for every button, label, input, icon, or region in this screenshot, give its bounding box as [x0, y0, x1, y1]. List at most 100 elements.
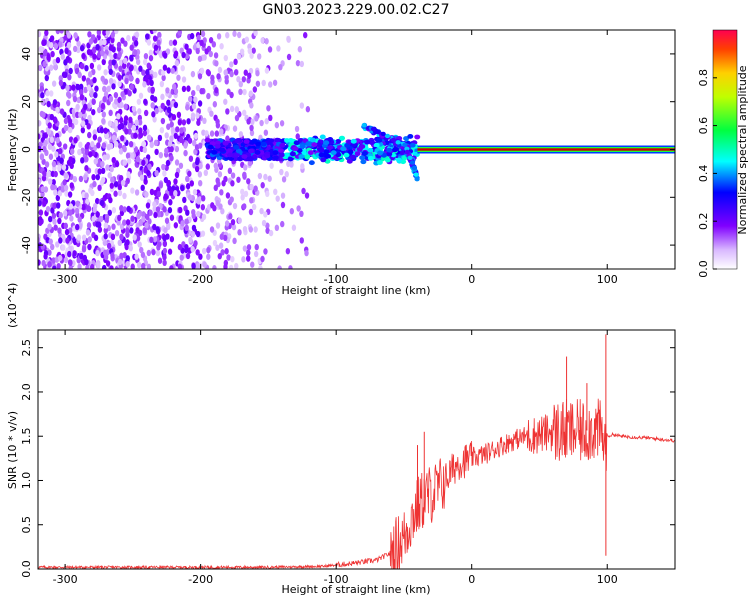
spectrogram-noise-cell	[134, 119, 139, 126]
spectrogram-noise-cell	[91, 215, 96, 223]
spectrogram-noise-cell	[162, 170, 167, 177]
spectrogram-noise-cell	[68, 67, 73, 75]
spectrogram-band-cell	[289, 151, 296, 157]
spectrogram-band-cell	[347, 149, 354, 155]
spectrogram-noise-cell	[269, 162, 274, 169]
spectrogram-band-cell	[343, 152, 350, 158]
spectrogram-noise-cell	[68, 265, 73, 269]
spectrogram-noise-cell	[279, 168, 284, 176]
spectrogram-noise-cell	[145, 68, 150, 76]
spectrogram-noise-cell	[117, 142, 123, 149]
spectrogram-noise-cell	[122, 252, 127, 259]
spectrogram-noise-cell	[156, 39, 161, 47]
spectrogram-noise-cell	[234, 262, 239, 269]
spectrogram-branch-cell	[413, 172, 419, 177]
spectrogram-noise-cell	[240, 194, 245, 201]
spectrogram-band-cell	[283, 152, 290, 158]
spectrogram-band-cell	[207, 144, 214, 150]
spectrogram-noise-cell	[65, 84, 70, 92]
spectrogram-noise-cell	[154, 107, 159, 115]
spectrogram-noise-cell	[194, 165, 200, 173]
spectrogram-noise-cell	[265, 190, 270, 198]
spectrogram-noise-cell	[242, 225, 248, 233]
spectrogram-band-cell	[299, 143, 306, 149]
spectrogram-noise-cell	[76, 40, 81, 47]
spectrogram-noise-cell	[237, 229, 242, 236]
spectrogram-noise-cell	[45, 90, 50, 97]
spectrogram-noise-cell	[95, 211, 100, 218]
spectrogram-noise-cell	[121, 62, 127, 70]
colorbar-tick-label: 0.6	[697, 117, 710, 135]
snr-plot-area	[38, 330, 675, 569]
spectrogram-noise-cell	[38, 45, 43, 53]
spectrogram-noise-cell	[109, 265, 114, 269]
spectrogram-branch-cell	[404, 146, 410, 151]
spectrogram-noise-cell	[232, 202, 238, 210]
spectrogram-noise-cell	[75, 83, 80, 91]
spectrogram-noise-cell	[95, 249, 100, 257]
spectrogram-noise-cell	[246, 244, 252, 251]
spectrogram-noise-cell	[173, 222, 179, 229]
spectrogram-noise-cell	[85, 198, 90, 205]
spectrogram-noise-cell	[102, 96, 107, 103]
spectrogram-noise-cell	[232, 237, 237, 245]
spectrogram-noise-cell	[234, 106, 240, 114]
spectrogram-noise-cell	[162, 240, 168, 248]
spectrogram-band-cell	[292, 146, 299, 152]
spectrogram-noise-cell	[181, 76, 187, 83]
spectrogram-noise-cell	[46, 54, 51, 61]
spectrogram-noise-cell	[47, 178, 53, 185]
spectrogram-noise-cell	[65, 237, 70, 244]
spectrogram-noise-cell	[153, 71, 158, 79]
spectrogram-noise-cell	[180, 64, 185, 72]
spectrogram-noise-cell	[51, 80, 57, 87]
spectrogram-band-cell	[414, 134, 421, 140]
spectrogram-noise-cell	[52, 99, 58, 106]
spectrogram-noise-cell	[53, 117, 58, 124]
spectrogram-noise-cell	[51, 160, 57, 168]
spectrogram-band-cell	[373, 142, 380, 148]
spectrogram-noise-cell	[127, 128, 132, 135]
spectrogram-noise-cell	[206, 253, 211, 260]
spectrogram-band-cell	[346, 158, 353, 164]
spectrogram-noise-cell	[124, 77, 129, 85]
spectrogram-noise-cell	[84, 64, 89, 72]
spectrogram-noise-cell	[280, 201, 286, 209]
spectrogram-noise-cell	[148, 54, 154, 62]
spectrogram-noise-cell	[123, 115, 129, 122]
spectrogram-noise-cell	[139, 246, 144, 254]
spectrogram-noise-cell	[110, 176, 115, 184]
spectrogram-noise-cell	[229, 61, 234, 68]
spectrogram-noise-cell	[152, 201, 157, 208]
spectrogram-noise-cell	[178, 206, 183, 214]
spectrogram-noise-cell	[273, 188, 278, 196]
spectrogram-noise-cell	[47, 261, 52, 268]
spectrogram-band-cell	[279, 143, 286, 148]
spectrogram-noise-cell	[117, 258, 123, 266]
spectrogram-noise-cell	[54, 151, 59, 158]
spectrogram-noise-cell	[111, 156, 116, 164]
spectrogram-noise-cell	[102, 85, 107, 93]
spectrogram-noise-cell	[103, 91, 109, 98]
spectrogram-noise-cell	[152, 30, 157, 34]
spectrogram-noise-cell	[141, 140, 147, 148]
spectrogram-noise-cell	[117, 51, 122, 58]
spectrogram-band-cell	[367, 147, 374, 153]
y-tick-label: -40	[20, 236, 33, 254]
spectrogram-noise-cell	[97, 136, 102, 143]
spectrogram-noise-cell	[166, 99, 171, 106]
spectrogram-noise-cell	[225, 108, 230, 115]
spectrogram-noise-cell	[212, 265, 217, 269]
spectrogram-noise-cell	[184, 43, 189, 50]
spectrogram-noise-cell	[142, 146, 148, 154]
spectrogram-band-cell	[309, 137, 316, 143]
spectrogram-noise-cell	[215, 199, 220, 207]
spectrogram-noise-cell	[102, 249, 108, 256]
spectrogram-noise-cell	[173, 190, 178, 197]
spectrogram-noise-cell	[75, 200, 80, 207]
spectrogram-noise-cell	[67, 118, 73, 125]
spectrogram-noise-cell	[229, 91, 234, 99]
spectrogram-noise-cell	[95, 197, 100, 205]
spectrogram-noise-cell	[142, 58, 148, 66]
spectrogram-noise-cell	[195, 263, 201, 269]
